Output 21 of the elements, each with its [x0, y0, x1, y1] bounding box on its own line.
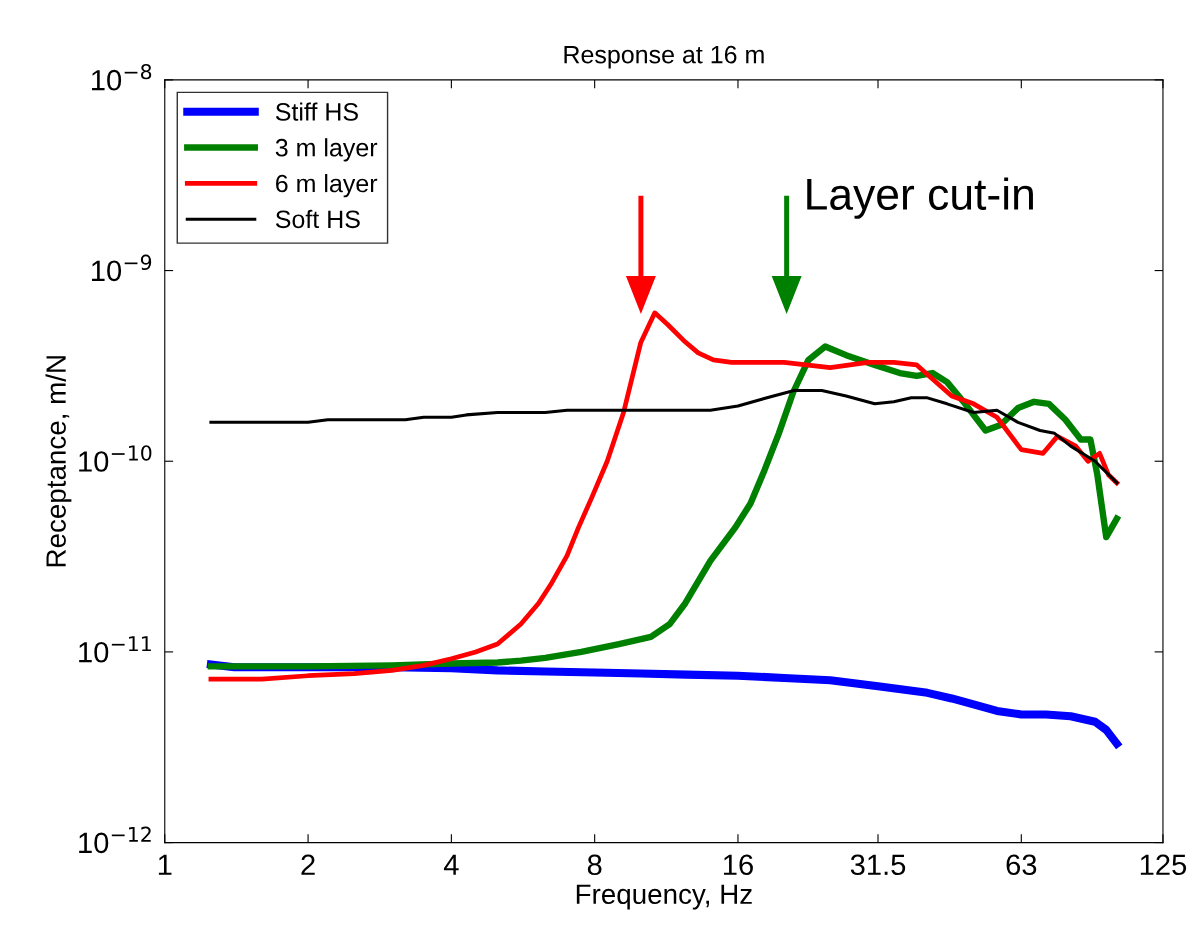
y-tick-label: 10$^{−10}$	[79, 445, 152, 472]
x-tick-label: 125	[1140, 854, 1187, 876]
annotation: Layer cut-in	[807, 177, 1033, 219]
x-tick-label: 31.5	[850, 854, 906, 876]
y-tick-label: 10$^{−8}$	[92, 63, 152, 91]
y-tick-label: 10$^{−9}$	[92, 254, 152, 282]
chart-title: Response at 16 m	[564, 45, 764, 69]
y-axis-title: Receptance, m/N	[45, 356, 72, 567]
y-tick-label: 10$^{−11}$	[79, 636, 151, 663]
x-tick-label: 1	[158, 854, 172, 875]
x-tick-label: 63	[1006, 854, 1037, 876]
legend-label: Stiff HS	[275, 102, 358, 121]
legend-label: 3 m layer	[275, 138, 378, 162]
x-axis-title: Frequency, Hz	[576, 884, 752, 910]
x-tick-label: 4	[443, 854, 459, 875]
x-tick-label: 2	[301, 854, 315, 875]
legend-label: Soft HS	[275, 209, 360, 229]
x-tick-label: 8	[587, 854, 602, 876]
legend-label: 6 m layer	[276, 173, 378, 198]
x-tick-label: 16	[723, 854, 753, 876]
y-tick-label: 10$^{−12}$	[79, 826, 151, 854]
